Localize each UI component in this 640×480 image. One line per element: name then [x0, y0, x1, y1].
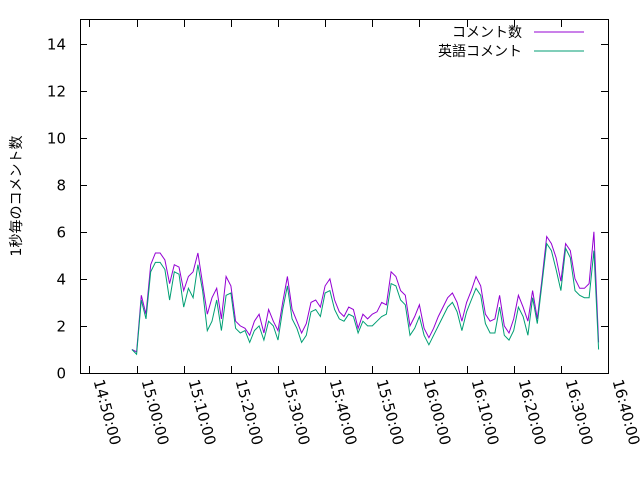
x-tick-label: 16:30:00 [562, 377, 597, 447]
y-tick-label: 10 [47, 130, 66, 148]
x-tick-label: 15:30:00 [279, 377, 314, 447]
y-tick-label: 4 [56, 271, 66, 289]
y-axis: 0 2 4 6 8 10 12 14 [47, 36, 608, 383]
y-tick-label: 12 [47, 83, 66, 101]
y-tick-label: 14 [47, 36, 66, 54]
legend-label-2: 英語コメント [438, 43, 522, 60]
y-tick-label: 8 [56, 177, 66, 195]
y-tick-label: 2 [56, 318, 66, 336]
x-tick-label: 15:00:00 [138, 377, 173, 447]
x-tick-label: 15:10:00 [185, 377, 220, 447]
plot-border [80, 19, 609, 374]
x-tick-label: 16:20:00 [515, 377, 550, 447]
x-tick-label: 16:10:00 [468, 377, 503, 447]
series-line-1 [131, 231, 600, 353]
y-tick-label: 6 [56, 224, 66, 242]
series-lines [131, 231, 600, 356]
x-tick-label: 15:40:00 [326, 377, 361, 447]
series-line-2 [131, 242, 600, 356]
x-tick-label: 15:20:00 [232, 377, 267, 447]
x-tick-label: 16:40:00 [609, 377, 640, 447]
x-tick-label: 15:50:00 [373, 377, 408, 447]
x-tick-label: 16:00:00 [420, 377, 455, 447]
x-axis: 14:50:00 15:00:00 15:10:00 15:20:00 15:30:00… [89, 20, 640, 447]
y-axis-label: 1秒毎のコメント数 [9, 136, 25, 257]
legend-label-1: コメント数 [452, 25, 522, 41]
y-tick-label: 0 [56, 365, 66, 383]
x-tick-label: 14:50:00 [90, 377, 125, 447]
